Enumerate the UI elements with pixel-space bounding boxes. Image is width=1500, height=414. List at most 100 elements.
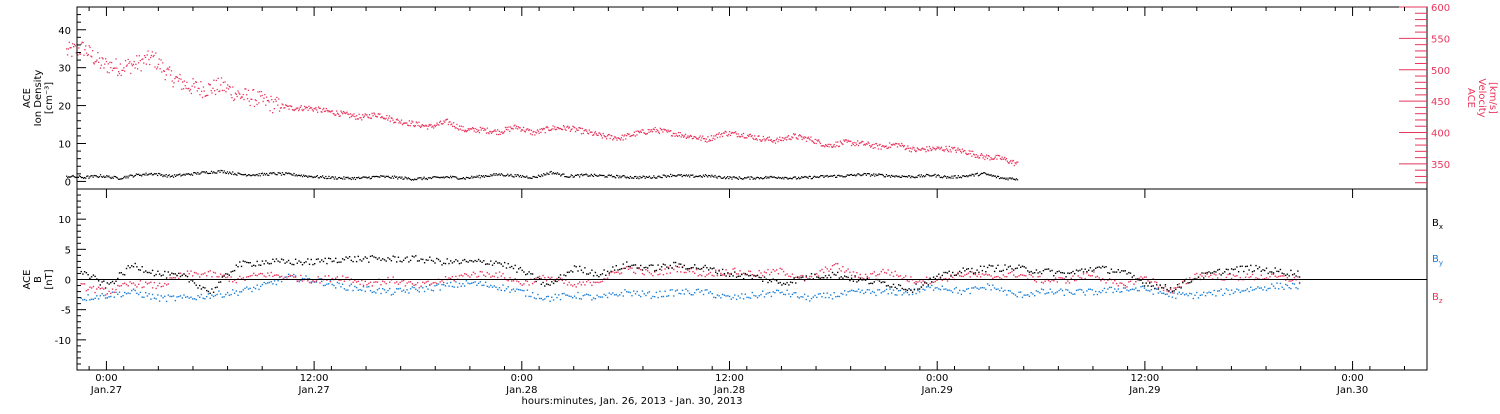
density-point <box>195 172 197 174</box>
by-point <box>1152 293 1154 295</box>
bx-point <box>1182 281 1184 284</box>
bx-point <box>134 262 136 265</box>
density-point <box>882 174 884 176</box>
density-point <box>925 173 928 175</box>
density-point <box>856 174 858 176</box>
density-point <box>239 173 241 175</box>
bx-point <box>267 262 269 264</box>
bz-point <box>1107 279 1109 281</box>
by-point <box>1211 293 1214 296</box>
bz-point <box>697 275 699 277</box>
bz-point <box>885 272 888 274</box>
velocity-point <box>474 128 476 130</box>
bz-point <box>232 281 234 283</box>
by-point <box>856 290 858 292</box>
by-point <box>654 296 656 298</box>
bx-point <box>1149 282 1151 284</box>
velocity-point <box>176 76 179 79</box>
velocity-point <box>951 146 953 148</box>
bz-point <box>601 280 604 283</box>
velocity-point <box>778 139 780 141</box>
bx-point <box>507 263 509 265</box>
density-point <box>895 175 897 177</box>
velocity-point <box>245 88 247 90</box>
density-point <box>307 176 309 178</box>
density-point <box>697 175 699 178</box>
density-point <box>364 176 366 178</box>
velocity-point <box>428 123 430 126</box>
density-point <box>305 175 307 177</box>
bx-point <box>139 269 142 271</box>
bx-point <box>289 262 291 264</box>
by-point <box>418 291 420 293</box>
bx-point <box>647 267 649 269</box>
density-axis-label: ACE <box>22 88 33 108</box>
density-point <box>665 176 668 178</box>
bz-point <box>809 275 811 278</box>
bx-point <box>823 277 825 279</box>
bx-point <box>382 258 384 260</box>
density-point <box>624 176 626 178</box>
velocity-point <box>177 80 179 82</box>
bz-point <box>828 270 830 272</box>
velocity-point <box>963 150 965 152</box>
density-point <box>361 177 363 179</box>
bz-point <box>265 276 267 278</box>
density-point <box>578 174 580 176</box>
velocity-point <box>705 138 707 140</box>
bx-point <box>725 275 727 277</box>
bz-point <box>877 274 879 276</box>
velocity-axis-label: Velocity <box>1476 78 1487 117</box>
bx-point <box>810 273 813 275</box>
velocity-point <box>491 131 494 133</box>
bz-point <box>1077 275 1079 277</box>
density-point <box>520 176 523 178</box>
velocity-point <box>135 63 137 65</box>
by-point <box>1020 291 1022 293</box>
bx-point <box>1030 270 1032 273</box>
velocity-point <box>855 142 857 144</box>
density-point <box>767 176 769 178</box>
velocity-point <box>681 134 683 136</box>
velocity-point <box>850 140 852 142</box>
velocity-point <box>510 126 512 128</box>
velocity-point <box>938 146 940 148</box>
bx-point <box>591 269 593 271</box>
velocity-point <box>169 74 172 76</box>
velocity-point <box>73 43 76 46</box>
bx-point <box>1112 271 1114 273</box>
velocity-point <box>511 127 513 130</box>
by-point <box>1206 292 1208 294</box>
bz-point <box>894 270 896 273</box>
velocity-point <box>310 107 313 109</box>
velocity-point <box>137 68 139 70</box>
bx-point <box>279 261 281 263</box>
density-point <box>971 173 973 175</box>
bz-point <box>469 276 471 278</box>
density-point <box>554 172 556 174</box>
bz-point <box>458 275 461 277</box>
density-point <box>582 175 584 177</box>
bx-point <box>441 264 443 266</box>
bz-point <box>751 273 753 276</box>
bz-point <box>748 270 750 272</box>
velocity-point <box>645 133 647 135</box>
bz-point <box>329 281 332 283</box>
velocity-point <box>96 59 98 61</box>
density-point <box>579 176 581 178</box>
velocity-point <box>549 129 552 131</box>
bx-point <box>988 264 990 266</box>
by-point <box>1227 289 1229 291</box>
bz-point <box>178 277 180 280</box>
density-point <box>316 175 318 177</box>
bx-point <box>674 261 677 264</box>
density-point <box>814 176 817 178</box>
bz-point <box>423 282 426 284</box>
density-point <box>86 175 88 177</box>
bx-point <box>1095 267 1097 269</box>
density-point <box>930 175 932 177</box>
by-point <box>375 292 377 294</box>
velocity-point <box>1007 162 1009 164</box>
velocity-point <box>375 115 377 117</box>
